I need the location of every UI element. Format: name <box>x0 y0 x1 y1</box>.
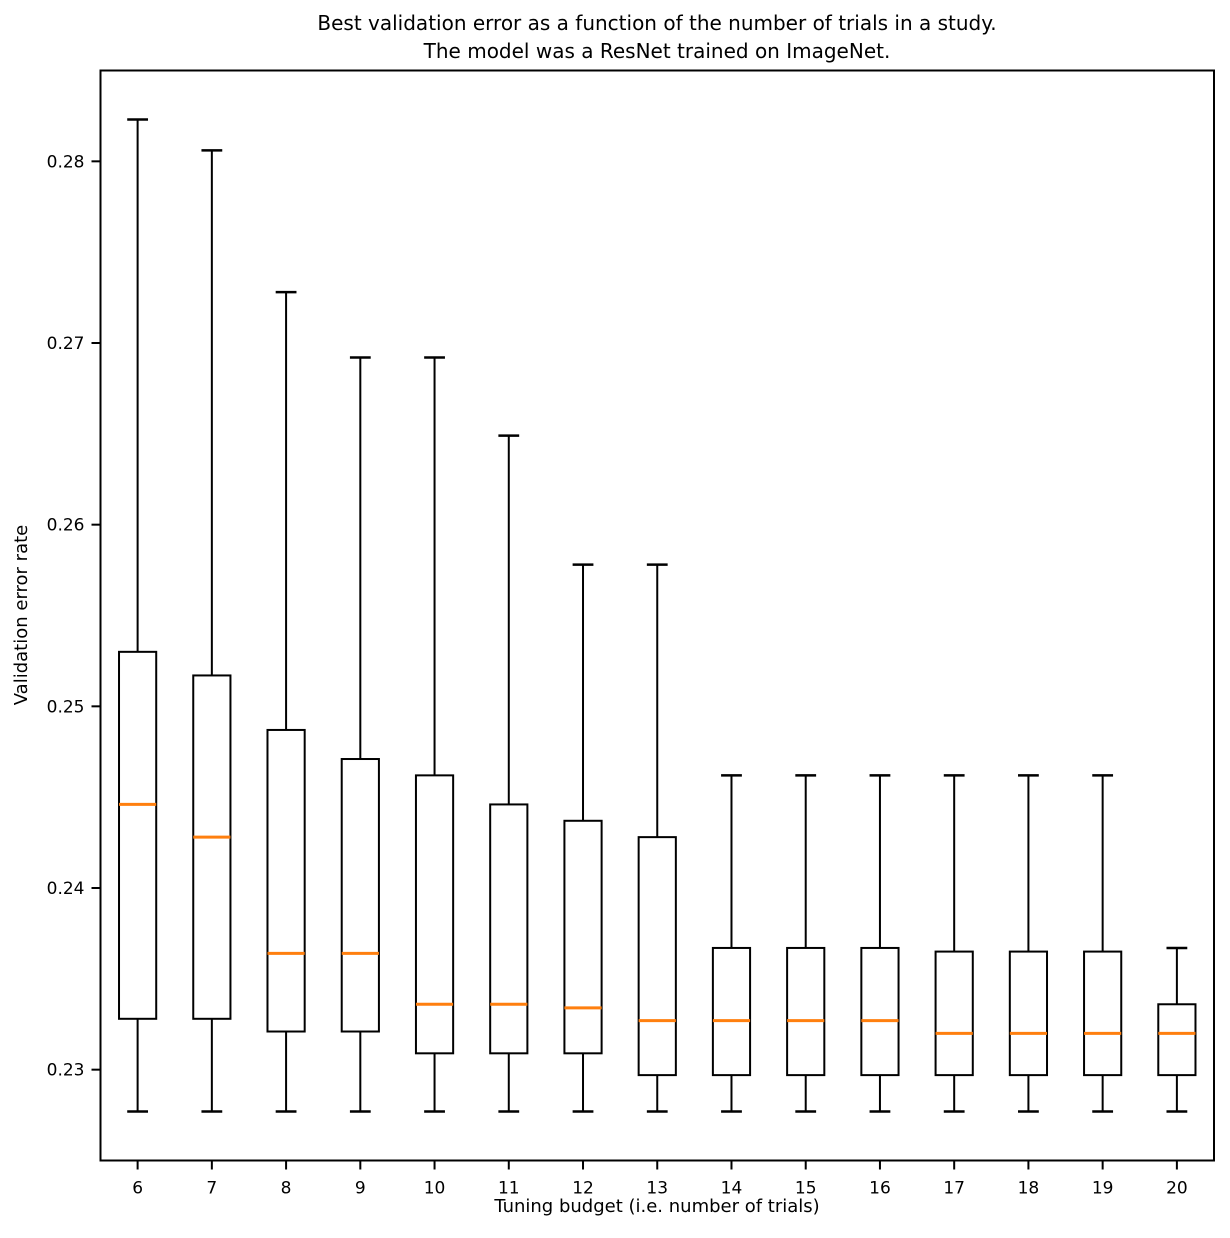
y-tick-label: 0.26 <box>47 516 85 536</box>
box-budget-19 <box>1083 774 1123 1113</box>
x-tick-label: 14 <box>721 1179 743 1199</box>
iqr-box <box>637 836 677 1077</box>
iqr-box <box>934 950 974 1077</box>
box-budget-17 <box>934 774 974 1113</box>
iqr-box <box>1157 1003 1197 1077</box>
x-tick-label: 17 <box>943 1179 965 1199</box>
x-tick-label: 8 <box>281 1179 292 1199</box>
iqr-box <box>118 650 158 1020</box>
x-tick-label: 10 <box>424 1179 446 1199</box>
iqr-box <box>711 946 752 1077</box>
box-budget-18 <box>1008 774 1049 1113</box>
box-budget-8 <box>266 290 306 1113</box>
iqr-box <box>489 803 529 1055</box>
x-tick-label: 7 <box>206 1179 217 1199</box>
iqr-box <box>563 819 603 1055</box>
x-tick-label: 20 <box>1166 1179 1188 1199</box>
box-budget-7 <box>192 149 232 1113</box>
box-budget-12 <box>563 563 603 1113</box>
x-tick-label: 18 <box>1018 1179 1040 1199</box>
x-tick-label: 16 <box>869 1179 891 1199</box>
iqr-box <box>786 946 826 1077</box>
iqr-box <box>860 946 900 1077</box>
iqr-box <box>266 728 306 1033</box>
iqr-box <box>414 774 455 1055</box>
y-tick-label: 0.27 <box>47 334 85 354</box>
box-budget-10 <box>414 356 455 1113</box>
chart-title-line1: Best validation error as a function of t… <box>317 11 996 35</box>
box-budget-16 <box>860 774 900 1113</box>
x-tick-label: 9 <box>355 1179 366 1199</box>
y-axis-label: Validation error rate <box>11 525 32 705</box>
x-axis-label: Tuning budget (i.e. number of trials) <box>493 1196 819 1217</box>
x-tick-label: 12 <box>572 1179 594 1199</box>
box-budget-20 <box>1157 946 1197 1113</box>
box-budget-15 <box>786 774 826 1113</box>
iqr-box <box>1083 950 1123 1077</box>
y-tick-label: 0.24 <box>47 879 85 899</box>
y-tick-label: 0.23 <box>47 1061 85 1081</box>
box-budget-11 <box>489 434 529 1113</box>
box-budget-9 <box>340 356 380 1113</box>
box-budget-14 <box>711 774 752 1113</box>
iqr-box <box>1008 950 1049 1077</box>
plot-frame <box>99 69 1215 1162</box>
iqr-box <box>340 758 380 1033</box>
y-tick-label: 0.28 <box>47 152 85 172</box>
x-tick-label: 19 <box>1092 1179 1114 1199</box>
x-tick-label: 15 <box>795 1179 817 1199</box>
iqr-box <box>192 674 232 1020</box>
y-tick-label: 0.25 <box>47 697 85 717</box>
x-tick-label: 13 <box>646 1179 668 1199</box>
chart-title-line2: The model was a ResNet trained on ImageN… <box>423 39 891 63</box>
x-tick-label: 11 <box>498 1179 520 1199</box>
x-tick-label: 6 <box>132 1179 143 1199</box>
box-budget-6 <box>118 118 158 1113</box>
plot-area: 0.23 0.24 0.25 0.26 0.27 0.28 6 7 8 9 10 11 12 13 14 15… <box>47 69 1215 1199</box>
box-budget-13 <box>637 563 677 1113</box>
